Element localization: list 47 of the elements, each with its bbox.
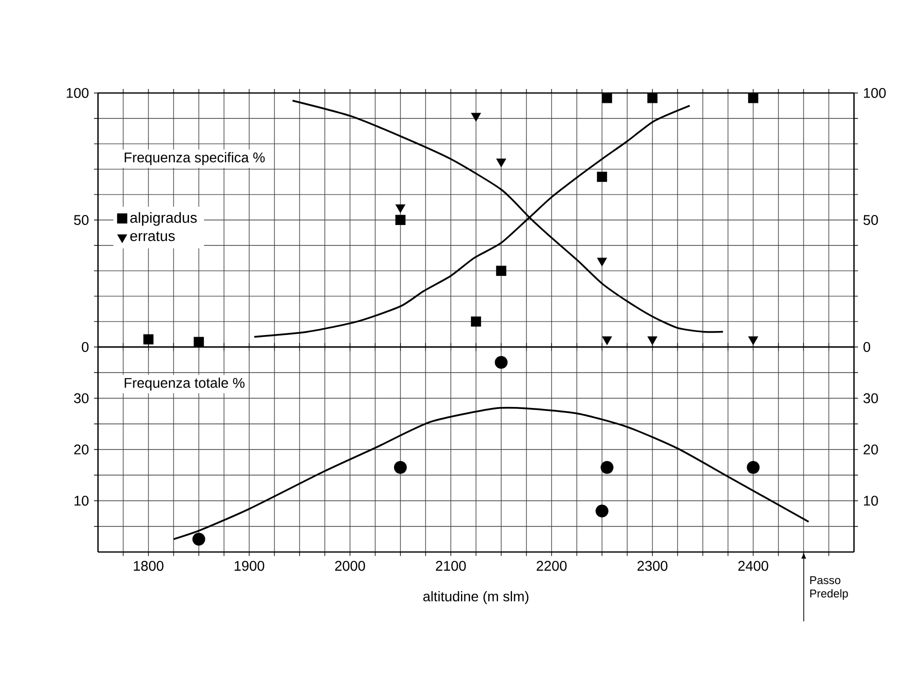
y-tick-label: 10 [74,496,89,506]
x-tick-label: 2100 [436,560,466,571]
y-tick-label: 30 [74,393,89,404]
point [600,461,614,474]
y2-tick-label: 10 [864,496,878,506]
point [596,172,608,182]
point [748,93,758,104]
point [143,334,154,344]
x-tick-label: 2300 [638,560,668,571]
y2-tick-label: 20 [864,444,878,454]
point [648,336,658,345]
point [496,158,506,168]
point [396,204,406,213]
text: Passo Predelp [810,576,848,600]
point [748,336,758,345]
y2-tick-label: 100 [864,88,886,98]
text: Frequenza specifica % [124,152,265,166]
text: Frequenza totale % [124,378,244,391]
y-tick-label: 20 [74,444,89,454]
y2-tick-label: 50 [863,215,878,225]
point [746,461,760,474]
point [194,336,204,347]
y2-tick-label: 0 [863,342,870,352]
y-tick-label: 0 [82,342,89,352]
x-tick-label: 2200 [536,560,567,571]
legend-label: erratus [130,232,175,242]
point [192,532,206,546]
x-tick-label: 1900 [234,560,264,571]
x-tick-label: 2000 [335,560,366,571]
point [395,214,406,226]
x-tick-label: 2400 [738,560,768,571]
y2-tick-label: 30 [863,393,878,404]
point [494,356,508,369]
legend-label: alpigradus [130,212,197,226]
y-tick-label: 50 [74,215,89,225]
point [471,112,481,122]
point [496,266,506,276]
y-tick-label: 100 [66,88,89,98]
point [602,336,612,345]
point [597,258,607,266]
x-axis-title: altitudine (m slm) [423,591,528,604]
point [470,316,482,327]
point [602,93,612,104]
x-tick-label: 1800 [134,560,164,571]
point [394,461,407,474]
point [647,93,658,104]
point [596,504,608,518]
